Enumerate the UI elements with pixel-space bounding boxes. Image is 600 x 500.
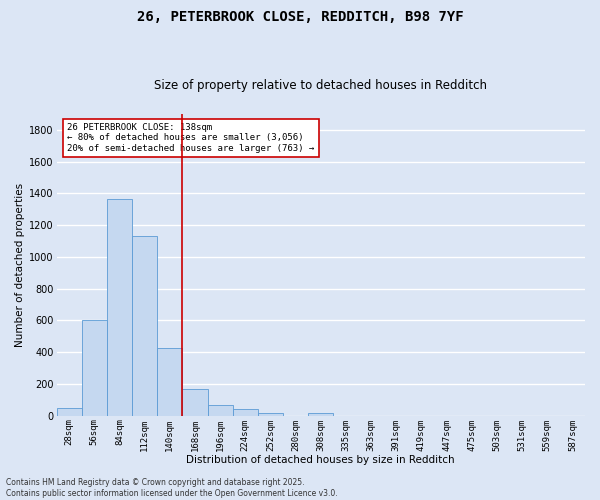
Bar <box>258 414 283 416</box>
Title: Size of property relative to detached houses in Redditch: Size of property relative to detached ho… <box>154 79 487 92</box>
Y-axis label: Number of detached properties: Number of detached properties <box>15 183 25 347</box>
Bar <box>107 199 132 416</box>
Text: Contains HM Land Registry data © Crown copyright and database right 2025.
Contai: Contains HM Land Registry data © Crown c… <box>6 478 338 498</box>
Text: 26 PETERBROOK CLOSE: 138sqm
← 80% of detached houses are smaller (3,056)
20% of : 26 PETERBROOK CLOSE: 138sqm ← 80% of det… <box>67 123 314 153</box>
Bar <box>82 320 107 416</box>
Bar <box>182 389 208 416</box>
X-axis label: Distribution of detached houses by size in Redditch: Distribution of detached houses by size … <box>187 455 455 465</box>
Bar <box>132 236 157 416</box>
Bar <box>157 348 182 416</box>
Bar <box>308 414 334 416</box>
Bar <box>56 408 82 416</box>
Bar <box>208 406 233 416</box>
Text: 26, PETERBROOK CLOSE, REDDITCH, B98 7YF: 26, PETERBROOK CLOSE, REDDITCH, B98 7YF <box>137 10 463 24</box>
Bar <box>233 410 258 416</box>
